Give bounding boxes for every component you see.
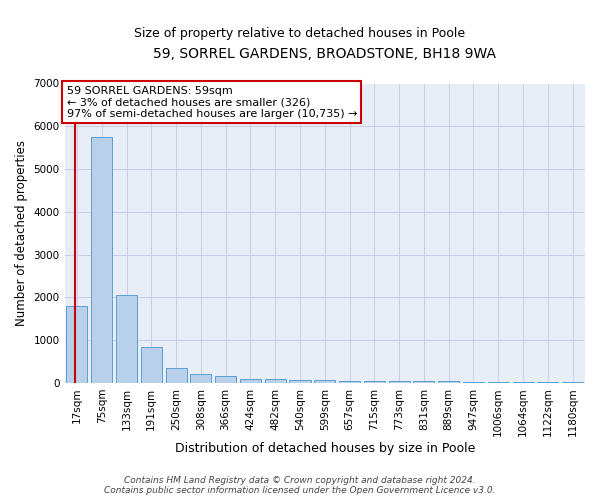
Bar: [438, 382, 459, 383]
Bar: [141, 348, 162, 383]
Bar: [166, 368, 187, 383]
Bar: [190, 374, 211, 383]
Bar: [215, 376, 236, 383]
Bar: [240, 378, 261, 383]
Y-axis label: Number of detached properties: Number of detached properties: [15, 140, 28, 326]
Bar: [289, 380, 311, 383]
Bar: [413, 381, 434, 383]
Text: Size of property relative to detached houses in Poole: Size of property relative to detached ho…: [134, 28, 466, 40]
Bar: [314, 380, 335, 383]
Bar: [67, 306, 88, 383]
Title: 59, SORREL GARDENS, BROADSTONE, BH18 9WA: 59, SORREL GARDENS, BROADSTONE, BH18 9WA: [153, 48, 496, 62]
Bar: [339, 380, 360, 383]
Bar: [265, 379, 286, 383]
Bar: [91, 137, 112, 383]
Bar: [463, 382, 484, 383]
Text: Contains HM Land Registry data © Crown copyright and database right 2024.
Contai: Contains HM Land Registry data © Crown c…: [104, 476, 496, 495]
Bar: [537, 382, 559, 383]
Bar: [364, 380, 385, 383]
X-axis label: Distribution of detached houses by size in Poole: Distribution of detached houses by size …: [175, 442, 475, 455]
Bar: [488, 382, 509, 383]
Bar: [389, 381, 410, 383]
Bar: [512, 382, 533, 383]
Bar: [116, 295, 137, 383]
Text: 59 SORREL GARDENS: 59sqm
← 3% of detached houses are smaller (326)
97% of semi-d: 59 SORREL GARDENS: 59sqm ← 3% of detache…: [67, 86, 357, 119]
